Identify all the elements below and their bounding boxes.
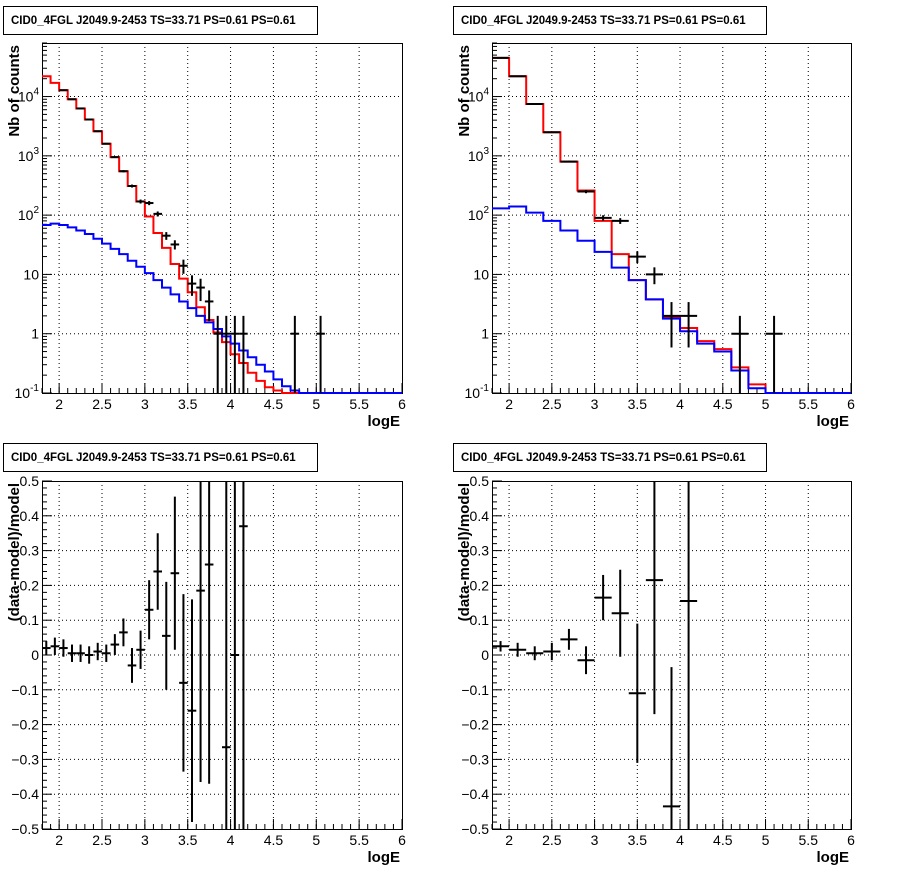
y-tick-label: 0.3 <box>470 543 490 559</box>
y-axis-title: Nb of counts <box>6 45 23 137</box>
y-tick-label: 0.1 <box>20 612 40 628</box>
x-tick-label: 4 <box>227 396 235 412</box>
y-tick-label: 0.4 <box>470 508 490 524</box>
y-tick-label: 0.5 <box>470 473 490 489</box>
y-tick-label: 103 <box>468 146 490 164</box>
x-tick-label: 5 <box>762 396 770 412</box>
x-tick-label: 4 <box>227 832 235 848</box>
chart-panel-3: CID0_4FGL J2049.9-2453 TS=33.71 PS=0.61 … <box>3 443 406 866</box>
y-tick-label: 10-1 <box>15 383 40 401</box>
chart-title: CID0_4FGL J2049.9-2453 TS=33.71 PS=0.61 … <box>461 15 746 27</box>
x-tick-label: 4.5 <box>713 396 733 412</box>
y-tick-label: 0.2 <box>20 577 40 593</box>
y-tick-label: 104 <box>468 87 490 105</box>
x-tick-label: 2.5 <box>542 832 562 848</box>
y-tick-label: 0.3 <box>20 543 40 559</box>
x-tick-label: 2 <box>505 832 513 848</box>
y-tick-label: 0.4 <box>20 508 40 524</box>
y-tick-label: 104 <box>18 87 40 105</box>
y-tick-label: 102 <box>18 205 40 223</box>
x-tick-label: 3 <box>141 832 149 848</box>
y-tick-label: −0.1 <box>11 682 39 698</box>
x-tick-label: 2.5 <box>92 396 112 412</box>
chart-title: CID0_4FGL J2049.9-2453 TS=33.71 PS=0.61 … <box>461 452 746 464</box>
y-tick-label: 10-1 <box>465 383 490 401</box>
y-axis-title: (data-model)/model <box>6 483 23 621</box>
x-tick-label: 3 <box>141 396 149 412</box>
x-tick-label: 2 <box>55 396 63 412</box>
title-box <box>453 6 767 35</box>
x-tick-label: 2.5 <box>542 396 562 412</box>
x-axis-title: logE <box>368 849 401 866</box>
chart-title: CID0_4FGL J2049.9-2453 TS=33.71 PS=0.61 … <box>11 452 296 464</box>
x-tick-label: 4.5 <box>264 396 284 412</box>
x-tick-label: 4 <box>676 832 684 848</box>
y-tick-label: 102 <box>468 205 490 223</box>
title-box <box>453 443 767 472</box>
y-tick-label: −0.3 <box>461 751 489 767</box>
x-tick-label: 2 <box>505 396 513 412</box>
y-tick-label: −0.3 <box>11 751 39 767</box>
y-axis-title: Nb of counts <box>456 45 473 137</box>
y-tick-label: 1 <box>31 326 39 342</box>
y-tick-label: 0.5 <box>20 473 40 489</box>
x-tick-label: 6 <box>847 832 855 848</box>
y-tick-label: −0.2 <box>461 717 489 733</box>
title-box <box>3 6 318 35</box>
x-tick-label: 3 <box>591 396 599 412</box>
plot-frame <box>492 43 852 394</box>
y-tick-label: −0.4 <box>461 786 489 802</box>
y-tick-label: −0.5 <box>11 821 39 837</box>
series-step-2 <box>42 222 402 394</box>
x-axis-title: logE <box>368 413 401 430</box>
y-tick-label: 103 <box>18 146 40 164</box>
x-tick-label: 3.5 <box>628 832 648 848</box>
series-step-1 <box>42 75 402 394</box>
x-tick-label: 5.5 <box>799 832 819 848</box>
x-tick-label: 6 <box>398 396 406 412</box>
chart-panel-1: CID0_4FGL J2049.9-2453 TS=33.71 PS=0.61 … <box>3 6 406 430</box>
x-tick-label: 5.5 <box>349 396 369 412</box>
y-tick-label: −0.4 <box>11 786 39 802</box>
y-tick-label: 0.1 <box>470 612 490 628</box>
plot-frame <box>42 43 403 394</box>
x-tick-label: 5 <box>312 832 320 848</box>
x-tick-label: 5.5 <box>799 396 819 412</box>
title-box <box>3 443 318 472</box>
y-axis-title: (data-model)/model <box>456 483 473 621</box>
x-axis-title: logE <box>817 849 850 866</box>
chart-panel-4: CID0_4FGL J2049.9-2453 TS=33.71 PS=0.61 … <box>453 443 855 866</box>
x-tick-label: 3.5 <box>178 396 198 412</box>
series-step-2 <box>492 205 851 394</box>
x-tick-label: 5 <box>312 396 320 412</box>
y-tick-label: 10 <box>23 266 39 282</box>
x-axis-title: logE <box>817 413 850 430</box>
y-tick-label: 0 <box>31 647 39 663</box>
x-tick-label: 4 <box>676 396 684 412</box>
x-tick-label: 5.5 <box>349 832 369 848</box>
x-tick-label: 2.5 <box>92 832 112 848</box>
y-tick-label: 10 <box>473 266 489 282</box>
x-tick-label: 3.5 <box>178 832 198 848</box>
x-tick-label: 3 <box>591 832 599 848</box>
x-tick-label: 6 <box>398 832 406 848</box>
y-tick-label: −0.1 <box>461 682 489 698</box>
y-tick-label: 0.2 <box>470 577 490 593</box>
y-tick-label: −0.2 <box>11 717 39 733</box>
y-tick-label: −0.5 <box>461 821 489 837</box>
y-tick-label: 1 <box>481 326 489 342</box>
x-tick-label: 4.5 <box>713 832 733 848</box>
chart-title: CID0_4FGL J2049.9-2453 TS=33.71 PS=0.61 … <box>11 15 296 27</box>
chart-panel-2: CID0_4FGL J2049.9-2453 TS=33.71 PS=0.61 … <box>453 6 855 430</box>
x-tick-label: 2 <box>55 832 63 848</box>
x-tick-label: 6 <box>847 396 855 412</box>
x-tick-label: 3.5 <box>628 396 648 412</box>
x-tick-label: 5 <box>762 832 770 848</box>
y-tick-label: 0 <box>481 647 489 663</box>
x-tick-label: 4.5 <box>264 832 284 848</box>
